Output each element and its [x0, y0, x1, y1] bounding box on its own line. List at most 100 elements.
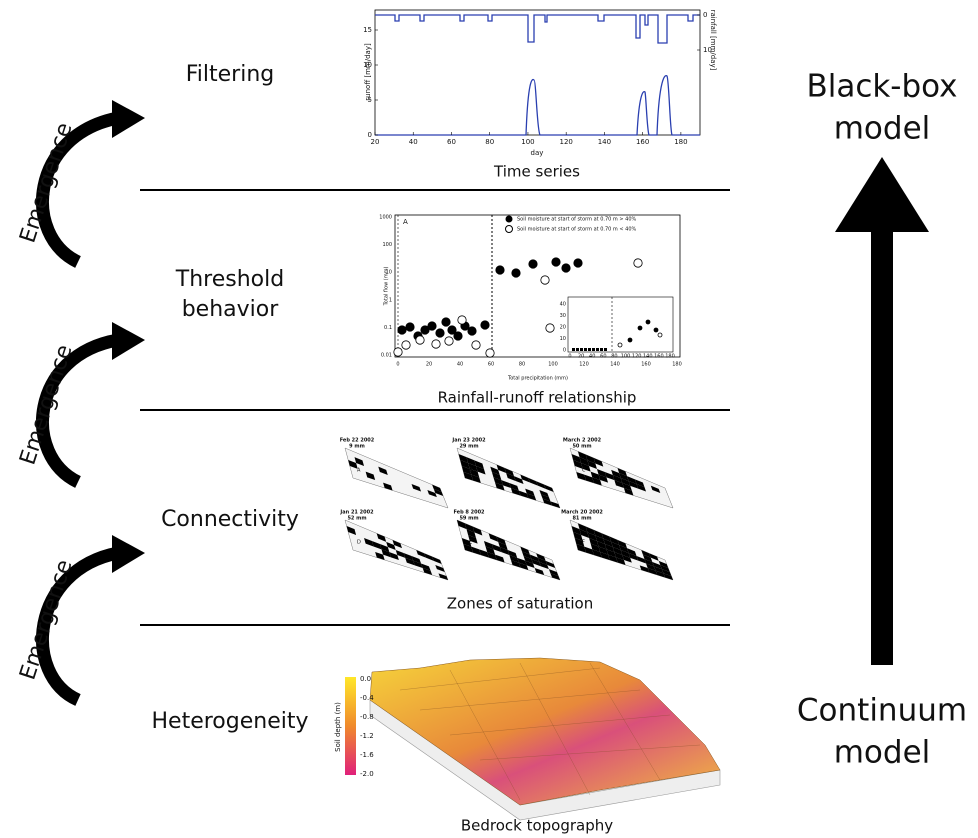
- slope: [344, 447, 449, 509]
- saturated-cell: [466, 529, 477, 538]
- x-axis-label: Total precipitation (mm): [507, 376, 568, 382]
- point: [561, 263, 571, 273]
- saturated-cell: [593, 530, 604, 539]
- saturated-cell: [501, 480, 511, 488]
- saturated-cell: [411, 556, 422, 564]
- point: [657, 332, 663, 338]
- saturated-cell: [421, 563, 431, 571]
- saturated-cell: [542, 498, 553, 506]
- scatter-chart: A Soil moisture at start of storm at 0.7…: [379, 215, 682, 407]
- point: [645, 319, 651, 325]
- colorbar-tick-label: -0.4: [360, 694, 374, 702]
- x-tick-label: 140: [598, 138, 611, 146]
- saturated-cell: [636, 484, 647, 492]
- saturated-cell: [510, 560, 521, 568]
- saturated-cell: [523, 556, 534, 564]
- saturated-cell: [529, 554, 540, 562]
- saturated-cell: [521, 551, 532, 559]
- x-tick-label: 40: [409, 138, 418, 146]
- x-tick-label: 100: [548, 362, 558, 368]
- saturated-cell: [432, 484, 442, 492]
- saturated-cell: [403, 553, 414, 561]
- saturated-cell: [611, 469, 621, 478]
- panel-amount: 29 mm: [459, 444, 478, 450]
- saturated-cell: [536, 481, 546, 489]
- saturated-cell: [663, 573, 673, 580]
- x-tick-label: 40: [457, 362, 463, 368]
- saturated-cell: [612, 547, 623, 555]
- point: [604, 348, 607, 351]
- saturated-cell: [573, 532, 583, 541]
- saturated-cell: [620, 550, 631, 558]
- saturated-cell: [539, 490, 549, 498]
- level-label: Threshold: [175, 267, 284, 292]
- saturated-cell: [496, 536, 507, 545]
- saturated-cell: [531, 559, 541, 567]
- x-tick-label: 160: [641, 362, 651, 368]
- inset-x-tick-label: 160: [654, 354, 664, 360]
- saturated-cell: [595, 535, 605, 544]
- point: [588, 348, 591, 351]
- saturated-cell: [411, 484, 422, 492]
- point: [596, 348, 599, 351]
- saturated-cell: [460, 460, 470, 469]
- saturated-cell: [596, 469, 607, 478]
- x-tick-label: 180: [674, 138, 687, 146]
- saturated-cell: [471, 474, 481, 483]
- panel-date: Jan 21 2002: [339, 510, 374, 516]
- x-tick-label: 120: [579, 362, 589, 368]
- saturated-cell: [540, 494, 551, 502]
- slope: [344, 519, 449, 581]
- panel-letter: B: [469, 468, 473, 474]
- y-tick-label: 100: [382, 242, 392, 248]
- saturated-cell: [627, 476, 637, 484]
- point: [576, 348, 579, 351]
- saturated-cell: [576, 472, 586, 481]
- saturated-cell: [487, 552, 497, 560]
- panel-letter: F: [582, 540, 585, 546]
- saturated-cell: [463, 472, 473, 481]
- saturated-cell: [639, 565, 650, 573]
- saturated-cell: [526, 493, 537, 501]
- saturated-cell: [604, 472, 615, 481]
- point: [405, 322, 415, 332]
- caption: Bedrock topography: [461, 817, 613, 835]
- saturated-cell: [636, 556, 647, 564]
- panel-date: Feb 8 2002: [453, 510, 485, 516]
- panel-amount: 52 mm: [347, 516, 366, 522]
- saturated-cell: [622, 555, 632, 563]
- saturated-cell: [587, 460, 597, 469]
- colorbar-label: Soil depth (m): [334, 702, 342, 752]
- y2-axis-label: rainfall [mm/day]: [709, 10, 717, 71]
- inset-x-tick-label: 0: [568, 354, 571, 360]
- point: [447, 325, 457, 335]
- point: [480, 320, 490, 330]
- saturated-cell: [579, 529, 590, 538]
- saturated-cell: [506, 473, 516, 481]
- saturated-cell: [485, 546, 496, 555]
- inset-y-tick-label: 0: [563, 348, 566, 354]
- point: [441, 317, 451, 327]
- scale-label: model: [834, 735, 931, 771]
- point: [572, 348, 575, 351]
- panel-date: Feb 22 2002: [340, 438, 375, 444]
- legend-entry: Soil moisture at start of storm at 0.70 …: [517, 227, 637, 233]
- point: [444, 336, 454, 346]
- saturated-cell: [507, 550, 518, 558]
- scale-label: Black-box: [806, 69, 957, 105]
- saturated-cell: [520, 474, 530, 483]
- saturated-cell: [504, 468, 515, 477]
- inset-x-tick-label: 100: [621, 354, 631, 360]
- panel-date: March 2 2002: [563, 438, 602, 444]
- point: [540, 275, 550, 285]
- level-label: behavior: [182, 297, 280, 322]
- point: [435, 328, 445, 338]
- x-axis-label: day: [531, 149, 544, 157]
- y-tick-label: 0.1: [384, 325, 392, 331]
- inset-x-tick-label: 60: [600, 354, 606, 360]
- saturated-cell: [649, 553, 659, 561]
- saturated-cell: [612, 475, 623, 483]
- saturated-cell: [589, 538, 599, 547]
- saturated-cell: [495, 554, 505, 563]
- saturated-cell: [466, 457, 477, 466]
